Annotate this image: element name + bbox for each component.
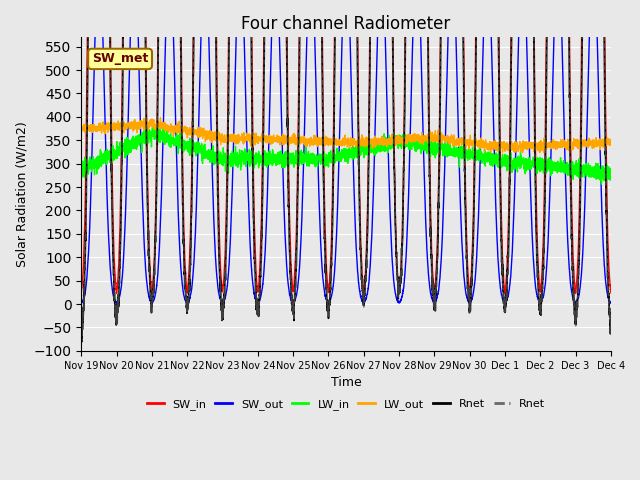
- Rnet: [607, 316, 614, 322]
- LW_out: [407, 139, 415, 144]
- LW_in: [191, 148, 198, 154]
- LW_out: [607, 139, 614, 145]
- SW_out: [557, 0, 564, 3]
- SW_in: [607, 290, 614, 296]
- LW_in: [407, 146, 415, 152]
- Legend: SW_in, SW_out, LW_in, LW_out, Rnet, Rnet: SW_in, SW_out, LW_in, LW_out, Rnet, Rnet: [143, 395, 550, 414]
- LW_out: [157, 115, 164, 120]
- SW_out: [501, 301, 509, 307]
- Rnet: [607, 323, 614, 329]
- SW_in: [398, 243, 406, 249]
- Title: Four channel Radiometer: Four channel Radiometer: [241, 15, 451, 33]
- LW_out: [607, 139, 614, 145]
- SW_out: [398, 295, 406, 301]
- SW_out: [191, 241, 198, 247]
- Line: SW_in: SW_in: [81, 0, 611, 294]
- LW_in: [156, 123, 164, 129]
- LW_in: [598, 181, 605, 187]
- Rnet: [77, 331, 85, 336]
- X-axis label: Time: Time: [331, 376, 362, 389]
- LW_in: [607, 170, 614, 176]
- Rnet: [398, 252, 406, 258]
- LW_out: [398, 140, 406, 145]
- SW_in: [360, 291, 367, 297]
- Rnet: [77, 330, 85, 336]
- Line: Rnet: Rnet: [81, 0, 611, 341]
- Line: LW_out: LW_out: [81, 118, 611, 153]
- Rnet: [78, 338, 86, 344]
- LW_out: [519, 150, 527, 156]
- SW_out: [607, 300, 614, 306]
- Rnet: [78, 339, 86, 345]
- LW_in: [225, 154, 233, 159]
- LW_in: [557, 166, 564, 172]
- LW_in: [398, 133, 406, 139]
- Rnet: [225, 0, 233, 3]
- LW_out: [225, 139, 233, 144]
- LW_out: [77, 127, 85, 133]
- SW_out: [607, 299, 614, 305]
- Y-axis label: Solar Radiation (W/m2): Solar Radiation (W/m2): [15, 121, 28, 267]
- SW_out: [77, 300, 85, 306]
- SW_out: [225, 258, 233, 264]
- SW_out: [407, 107, 415, 112]
- SW_in: [607, 288, 614, 294]
- Text: SW_met: SW_met: [92, 52, 148, 65]
- Rnet: [607, 317, 614, 323]
- LW_out: [191, 131, 198, 136]
- LW_out: [557, 144, 564, 150]
- Line: LW_in: LW_in: [81, 126, 611, 184]
- Rnet: [225, 0, 233, 2]
- Rnet: [607, 322, 614, 328]
- LW_in: [607, 166, 614, 171]
- LW_in: [77, 168, 85, 173]
- Line: Rnet: Rnet: [81, 0, 611, 342]
- Line: SW_out: SW_out: [81, 0, 611, 304]
- SW_in: [77, 289, 85, 295]
- Rnet: [398, 252, 406, 257]
